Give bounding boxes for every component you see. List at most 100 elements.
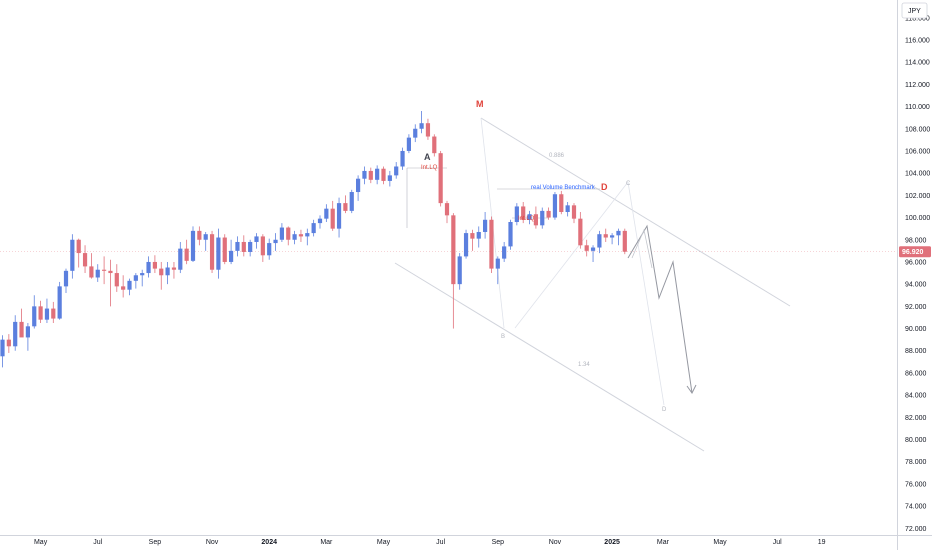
candle — [305, 228, 310, 246]
time-tick-label: Jul — [436, 539, 445, 546]
time-tick-label: Mar — [320, 539, 333, 546]
candle-body — [127, 280, 132, 290]
candle — [419, 110, 424, 134]
label-volume-benchmark: real Volume Benchmark — [531, 185, 596, 191]
candle-body — [286, 227, 291, 240]
candle-body — [57, 286, 62, 319]
candle-body — [260, 236, 265, 256]
candle — [241, 235, 246, 257]
projection-path-2[interactable] — [631, 228, 653, 269]
candle-body — [317, 218, 323, 224]
candle-body — [597, 234, 602, 248]
candle-body — [483, 219, 488, 232]
candle-body — [489, 219, 494, 269]
candle — [133, 273, 138, 289]
candle — [184, 239, 189, 265]
candle — [394, 162, 399, 179]
candle — [578, 212, 583, 249]
price-tick-label: 72.000 — [905, 526, 927, 533]
drawings-layer — [394, 117, 791, 452]
candle — [324, 204, 329, 222]
projection-path[interactable] — [627, 224, 693, 394]
candle-body — [95, 269, 100, 278]
price-tick-label: 74.000 — [905, 504, 927, 511]
price-tick-label: 96.000 — [905, 259, 927, 266]
candle — [597, 230, 602, 254]
candle-body — [63, 270, 69, 287]
time-tick-label: 19 — [818, 539, 826, 546]
candle-body — [444, 203, 450, 216]
candle — [375, 165, 380, 185]
candle-body — [146, 261, 151, 274]
candle-body — [159, 268, 164, 276]
candle-body — [495, 258, 500, 269]
channel-upper-line[interactable] — [480, 117, 791, 307]
candle — [108, 259, 113, 307]
candle-body — [330, 208, 335, 229]
candle — [235, 236, 240, 257]
price-tick-label: 92.000 — [905, 304, 927, 311]
candle — [330, 200, 335, 231]
candle-body — [578, 218, 583, 246]
currency-box[interactable] — [901, 2, 928, 19]
candle-body — [203, 234, 208, 240]
candle-body — [324, 208, 329, 219]
time-tick-label: May — [34, 539, 48, 546]
candle — [533, 206, 538, 229]
candle-body — [102, 269, 107, 271]
candle-body — [13, 321, 18, 347]
candle-body — [32, 306, 37, 327]
price-tick-label: 100.000 — [905, 215, 930, 222]
candle — [444, 200, 450, 224]
candle — [603, 228, 608, 242]
candle — [362, 166, 367, 185]
price-axis[interactable]: 118.000 116.000 114.000 112.000 110.000 108.0… — [905, 15, 930, 533]
candle — [476, 226, 481, 248]
price-tick-label: 88.000 — [905, 348, 927, 355]
fib-line-cd[interactable] — [627, 181, 665, 406]
candle-body — [0, 339, 5, 357]
candle-body — [349, 192, 354, 211]
fib-line-bc[interactable] — [514, 181, 629, 329]
price-tick-label: 76.000 — [905, 481, 927, 488]
candle — [540, 207, 545, 229]
candle — [114, 264, 119, 292]
candle — [273, 233, 278, 251]
candle-body — [70, 239, 75, 271]
candle — [336, 197, 342, 238]
price-tick-label: 90.000 — [905, 326, 927, 333]
candle — [260, 234, 265, 262]
candle — [521, 202, 526, 224]
candle — [438, 150, 443, 207]
price-tick-label: 110.000 — [905, 104, 930, 111]
candle — [356, 175, 361, 201]
price-tick-label: 102.000 — [905, 193, 930, 200]
candle — [13, 315, 18, 351]
candle-body — [19, 321, 24, 338]
candle-body — [241, 241, 246, 252]
candle — [590, 245, 596, 262]
time-axis[interactable]: May Jul Sep Nov 2024 Mar May Jul Sep Nov 2025 Mar Ma… — [34, 539, 826, 546]
price-tick-label: 86.000 — [905, 370, 927, 377]
candle — [286, 226, 291, 246]
candle-body — [140, 273, 145, 276]
candle-body — [368, 170, 373, 180]
label-fib-134: 1.34 — [578, 362, 590, 368]
candle — [457, 253, 462, 290]
price-tick-label: 114.000 — [905, 60, 930, 67]
candle-body — [610, 235, 615, 238]
candle — [203, 231, 208, 251]
candle — [121, 275, 126, 298]
candle — [63, 268, 69, 294]
price-tick-label: 116.000 — [905, 37, 930, 44]
label-point-c: C — [626, 181, 631, 187]
channel-lower-line[interactable] — [394, 262, 705, 452]
candle — [82, 245, 88, 274]
candle — [140, 269, 145, 287]
candle — [51, 301, 56, 323]
candle — [451, 213, 456, 329]
candle — [425, 118, 431, 140]
candle-body — [336, 203, 342, 229]
